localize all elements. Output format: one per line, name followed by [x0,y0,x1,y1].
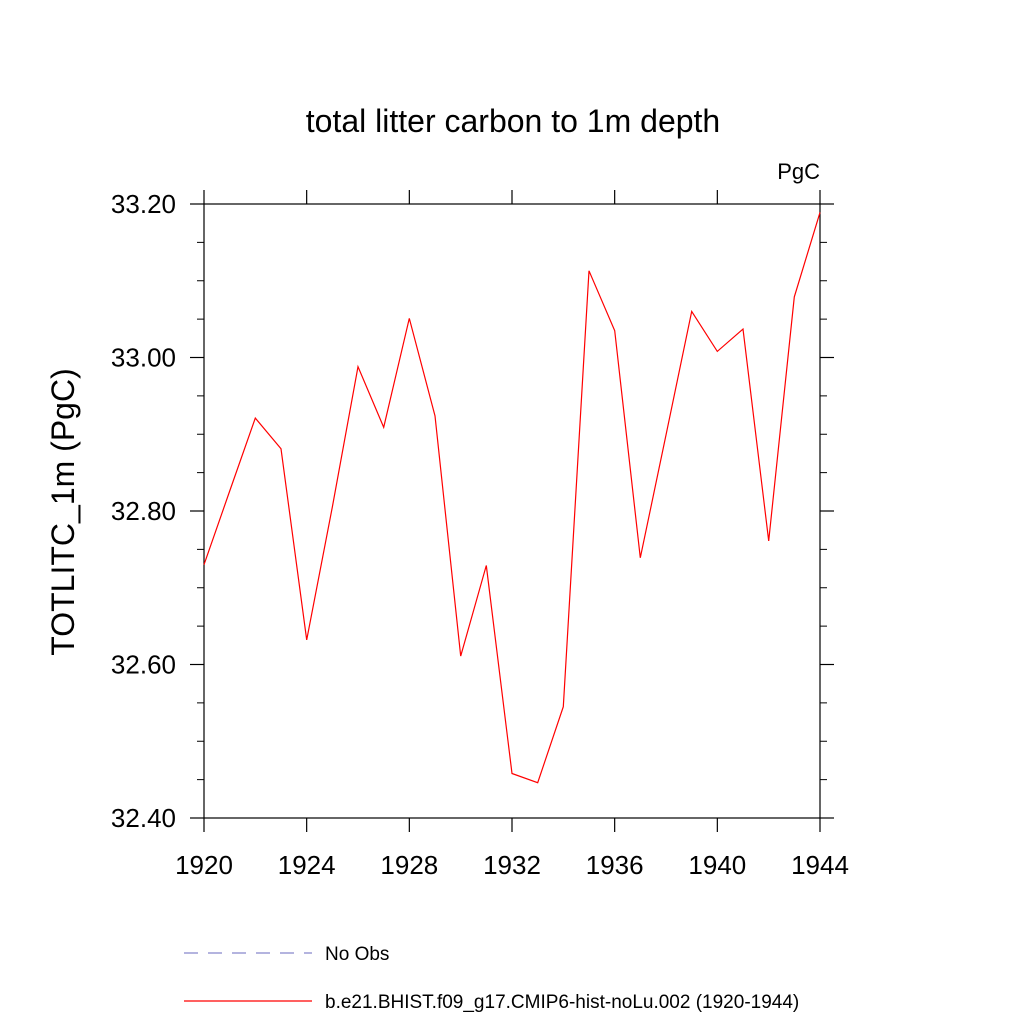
plot-frame [203,203,821,819]
y-tick-label: 32.80 [111,496,176,526]
x-tick-label: 1940 [688,850,746,880]
y-tick-label: 33.00 [111,343,176,373]
y-axis-label: TOTLITC_1m (PgC) [45,368,81,655]
x-tick-label: 1936 [586,850,644,880]
legend-label: No Obs [325,944,389,965]
legend-label: b.e21.BHIST.f09_g17.CMIP6-hist-noLu.002 … [325,992,799,1013]
series-line [203,212,821,784]
x-tick-label: 1920 [175,850,233,880]
units-label: PgC [777,159,820,184]
x-tick-label: 1932 [483,850,541,880]
chart-title: total litter carbon to 1m depth [306,103,720,139]
axis-ticks: 1920 1924 1928 1932 1936 1940 1944 32.40 32.60 32… [111,189,849,880]
y-tick-label: 33.20 [111,189,176,219]
y-tick-label: 32.60 [111,650,176,680]
legend: No Obs b.e21.BHIST.f09_g17.CMIP6-hist-noL… [184,944,799,1013]
series-layer [203,212,821,784]
y-tick-label: 32.40 [111,803,176,833]
x-tick-label: 1924 [278,850,336,880]
x-tick-label: 1928 [380,850,438,880]
axes-frame [203,203,821,819]
x-tick-label: 1944 [791,850,849,880]
